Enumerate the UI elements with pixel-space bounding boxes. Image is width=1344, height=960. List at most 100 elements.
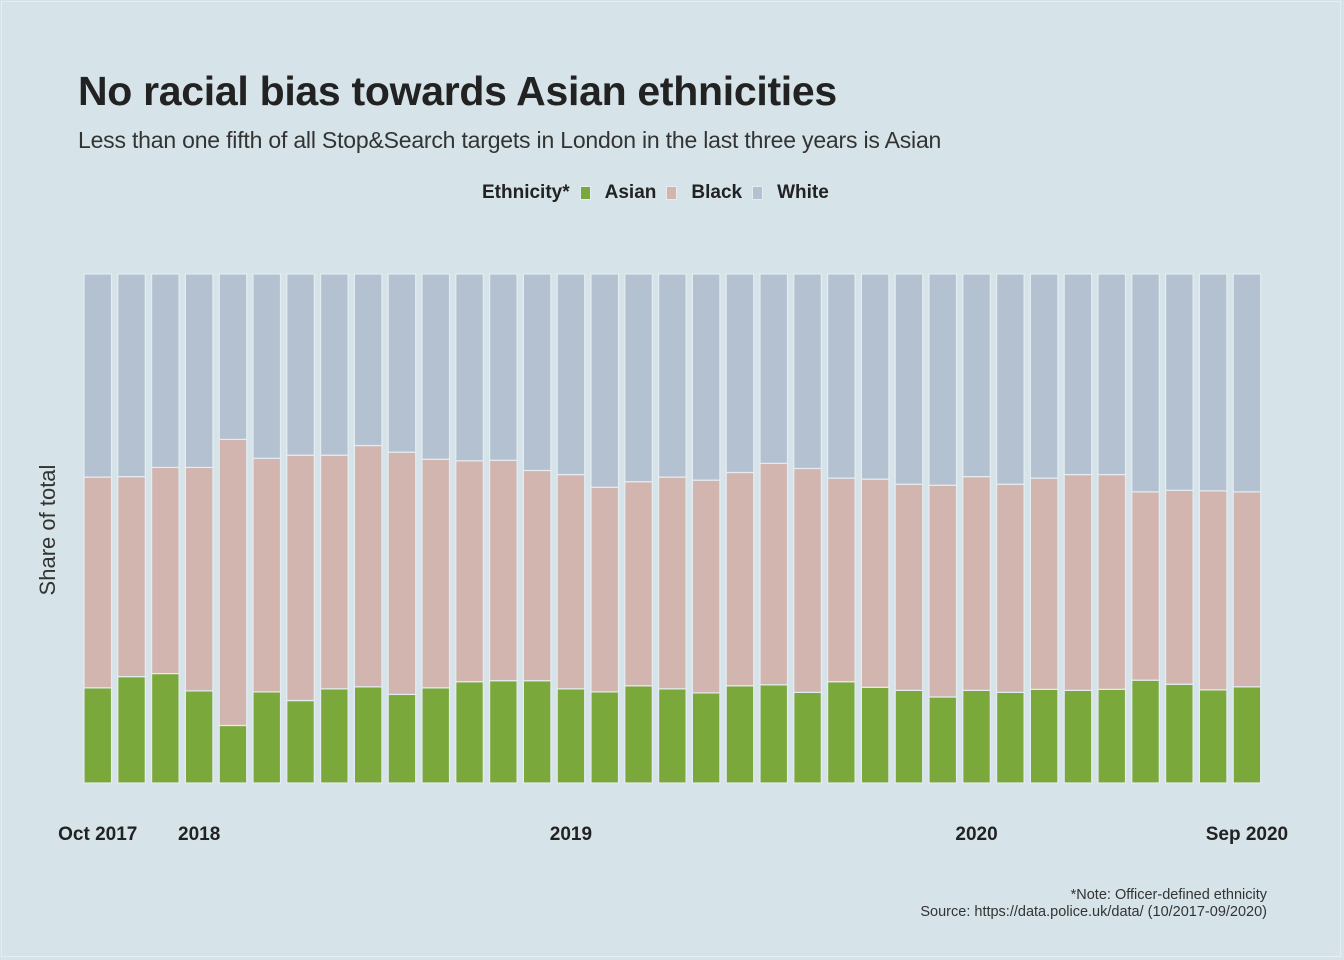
bar-asian-2 [151, 672, 180, 784]
bar-asian-19 [725, 685, 755, 784]
bar-white-8 [353, 273, 383, 447]
bar-asian-6 [286, 699, 315, 784]
bar-black-25 [928, 484, 958, 698]
bar-white-9 [387, 273, 417, 453]
bar-asian-32 [1164, 683, 1194, 784]
bar-white-1 [117, 273, 146, 478]
x-axis-ticks: Oct 2017 2018 2019 2020 Sep 2020 [58, 824, 1288, 845]
bar-black-32 [1164, 489, 1194, 685]
bar-black-26 [962, 475, 991, 691]
bar-white-2 [151, 273, 180, 469]
bar-black-21 [793, 467, 822, 693]
bar-asian-14 [556, 688, 586, 784]
bar-black-19 [725, 471, 755, 687]
bar-white-16 [624, 273, 653, 483]
bar-black-18 [691, 479, 721, 694]
bar-black-13 [522, 469, 552, 682]
bar-asian-30 [1097, 688, 1127, 784]
bar-black-20 [759, 462, 789, 686]
x-tick-label: Sep 2020 [1206, 824, 1288, 845]
bar-asian-16 [624, 685, 653, 784]
x-tick-label: Oct 2017 [58, 824, 137, 845]
bar-white-29 [1063, 273, 1093, 476]
bar-asian-15 [590, 691, 620, 784]
bar-black-15 [590, 486, 620, 693]
bar-asian-9 [387, 693, 417, 784]
bar-white-34 [1232, 273, 1262, 493]
bar-black-22 [826, 477, 856, 683]
bar-asian-0 [83, 687, 113, 784]
legend-swatch-black [666, 186, 678, 200]
bar-white-31 [1131, 273, 1160, 493]
bar-white-22 [826, 273, 856, 479]
bar-asian-28 [1029, 688, 1059, 784]
bar-white-11 [455, 273, 484, 462]
bar-asian-12 [489, 680, 518, 784]
bar-asian-34 [1232, 686, 1262, 784]
bar-black-24 [894, 483, 924, 691]
bar-asian-26 [962, 689, 991, 784]
bar-white-24 [894, 273, 924, 485]
bar-white-18 [691, 273, 721, 481]
bar-black-10 [421, 458, 451, 689]
bar-black-33 [1198, 490, 1228, 691]
bar-white-3 [184, 273, 214, 469]
bar-black-3 [184, 466, 214, 692]
bar-white-30 [1097, 273, 1127, 476]
bar-black-30 [1097, 473, 1127, 690]
bar-black-23 [860, 478, 890, 688]
bar-asian-10 [421, 687, 451, 784]
bar-white-19 [725, 273, 755, 474]
bar-asian-27 [995, 691, 1025, 784]
bar-asian-4 [218, 724, 248, 784]
bar-white-10 [421, 273, 451, 460]
bar-asian-21 [793, 691, 822, 784]
bar-white-20 [759, 273, 789, 464]
bar-asian-3 [184, 690, 214, 784]
bar-white-6 [286, 273, 315, 456]
bar-white-32 [1164, 273, 1194, 491]
bar-white-28 [1029, 273, 1059, 479]
bar-black-34 [1232, 491, 1262, 688]
legend: Ethnicity* Asian Black White [482, 182, 829, 204]
legend-item-black: Black [656, 182, 742, 204]
bar-asian-23 [860, 686, 890, 784]
chart-subtitle: Less than one fifth of all Stop&Search t… [78, 127, 942, 153]
legend-item-white: White [742, 182, 829, 204]
bar-black-31 [1131, 491, 1160, 681]
source-text: Source: https://data.police.uk/data/ (10… [920, 904, 1267, 920]
bar-asian-7 [320, 688, 349, 784]
bar-asian-31 [1131, 679, 1160, 784]
bar-asian-33 [1198, 689, 1228, 784]
bar-black-0 [83, 476, 113, 689]
chart-title: No racial bias towards Asian ethnicities [78, 68, 837, 114]
bar-white-27 [995, 273, 1025, 485]
bar-white-4 [218, 273, 248, 441]
bar-white-5 [252, 273, 282, 459]
bar-asian-11 [455, 681, 484, 784]
bar-white-17 [657, 273, 687, 478]
bar-black-28 [1029, 477, 1059, 690]
x-tick-label: 2019 [550, 824, 592, 845]
bar-asian-17 [657, 688, 687, 784]
bar-white-12 [489, 273, 518, 461]
bar-black-4 [218, 438, 248, 727]
bar-asian-22 [826, 681, 856, 784]
bar-black-6 [286, 454, 315, 702]
legend-label-black: Black [691, 182, 743, 203]
bar-asian-13 [522, 680, 552, 784]
bar-black-12 [489, 459, 518, 682]
bar-black-8 [353, 444, 383, 688]
bar-black-17 [657, 476, 687, 690]
legend-item-asian: Asian [570, 182, 656, 204]
bar-white-15 [590, 273, 620, 488]
bar-white-21 [793, 273, 822, 470]
legend-swatch-asian [579, 186, 591, 200]
bar-asian-8 [353, 686, 383, 784]
bar-white-7 [320, 273, 349, 456]
bar-black-14 [556, 473, 586, 690]
bar-black-29 [1063, 473, 1093, 691]
bar-black-1 [117, 475, 146, 678]
